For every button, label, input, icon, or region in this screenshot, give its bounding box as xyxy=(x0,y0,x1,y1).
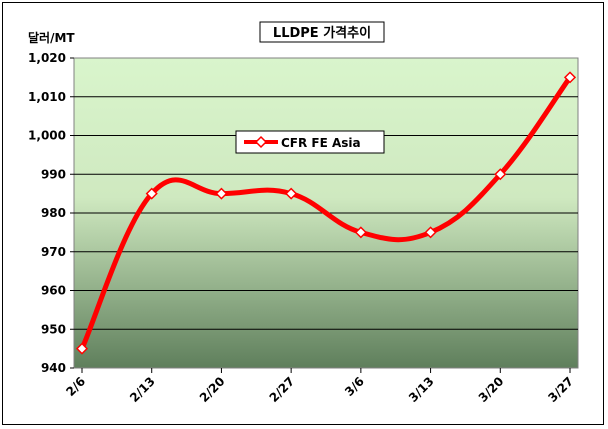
data-point-marker xyxy=(145,187,158,200)
x-tick-label: 2/27 xyxy=(267,374,298,405)
y-tick-label: 990 xyxy=(41,167,66,181)
y-tick-label: 960 xyxy=(41,284,66,298)
data-point-marker xyxy=(285,187,298,200)
data-point-marker xyxy=(75,342,89,355)
chart-title: LLDPE 가격추이 xyxy=(273,25,371,41)
y-tick-label: 980 xyxy=(41,206,66,220)
y-tick-label: 950 xyxy=(41,322,66,336)
y-tick-label: 1,000 xyxy=(28,129,66,143)
gridlines xyxy=(74,96,578,330)
data-point-marker xyxy=(354,226,367,239)
x-tick-label: 3/13 xyxy=(406,374,437,405)
chart-title-box: LLDPE 가격추이 xyxy=(259,21,385,43)
x-tick-label: 3/20 xyxy=(476,374,507,405)
data-point-marker xyxy=(494,168,507,181)
y-axis-label: 달러/MT xyxy=(28,30,75,45)
x-tick-label: 2/6 xyxy=(63,374,88,399)
y-axis-ticks: 940 950 960 970 980 990 1,000 1,010 1,020 xyxy=(28,51,74,375)
x-tick-label: 3/6 xyxy=(342,374,367,399)
data-point-marker xyxy=(563,71,577,84)
series-markers xyxy=(75,71,577,355)
data-point-marker xyxy=(215,187,228,200)
x-tick-label: 2/20 xyxy=(197,374,228,405)
legend-marker xyxy=(254,135,268,149)
y-tick-label: 1,020 xyxy=(28,51,66,65)
data-point-marker xyxy=(424,226,437,239)
y-tick-label: 970 xyxy=(41,245,66,259)
x-axis-ticks: 2/6 2/13 2/20 2/27 3/6 3/13 3/20 3/27 xyxy=(63,368,576,405)
y-tick-label: 1,010 xyxy=(28,90,66,104)
y-tick-label: 940 xyxy=(41,361,66,375)
legend: CFR FE Asia xyxy=(235,130,385,154)
legend-label: CFR FE Asia xyxy=(281,136,361,150)
x-tick-label: 3/27 xyxy=(545,374,576,405)
x-tick-label: 2/13 xyxy=(127,374,158,405)
